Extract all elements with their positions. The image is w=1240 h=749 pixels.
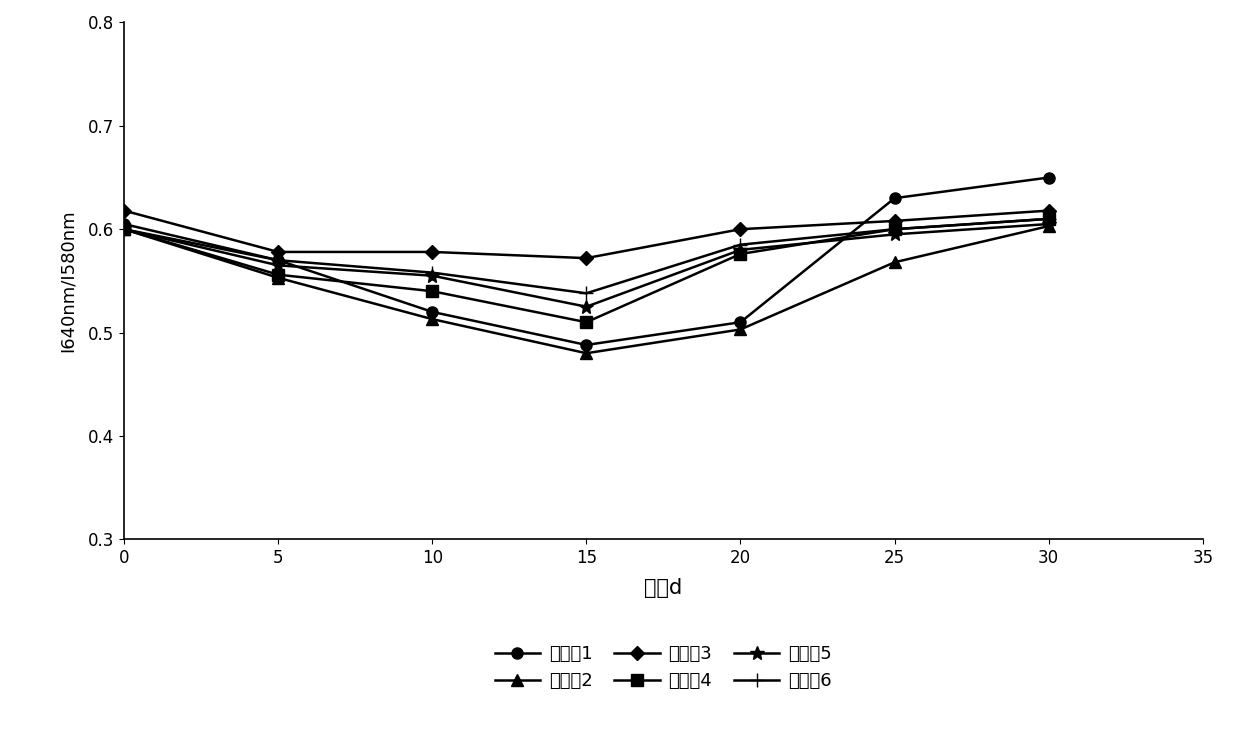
Line: 实施例4: 实施例4: [119, 213, 1054, 328]
实施例1: [733, 318, 748, 327]
实施例6: [270, 255, 285, 264]
实施例2: [733, 325, 748, 334]
实施例2: [425, 315, 440, 324]
实施例5: [579, 302, 594, 312]
实施例1: [117, 219, 131, 228]
实施例3: [270, 247, 285, 256]
实施例3: [579, 254, 594, 263]
Legend: 实施例1, 实施例2, 实施例3, 实施例4, 实施例5, 实施例6: 实施例1, 实施例2, 实施例3, 实施例4, 实施例5, 实施例6: [486, 636, 841, 700]
实施例3: [733, 225, 748, 234]
实施例5: [117, 225, 131, 234]
Line: 实施例5: 实施例5: [117, 217, 1055, 314]
实施例1: [1042, 173, 1056, 182]
实施例4: [117, 225, 131, 234]
实施例3: [425, 247, 440, 256]
实施例3: [117, 206, 131, 215]
实施例4: [579, 318, 594, 327]
实施例1: [425, 307, 440, 316]
实施例6: [887, 225, 901, 234]
实施例5: [425, 271, 440, 280]
实施例1: [887, 194, 901, 203]
实施例3: [887, 216, 901, 225]
实施例5: [733, 246, 748, 255]
实施例5: [1042, 219, 1056, 228]
X-axis label: 时间d: 时间d: [645, 578, 682, 598]
实施例4: [1042, 214, 1056, 223]
实施例5: [270, 261, 285, 270]
实施例4: [270, 270, 285, 279]
实施例3: [1042, 206, 1056, 215]
实施例5: [887, 230, 901, 239]
实施例2: [117, 225, 131, 234]
实施例6: [117, 225, 131, 234]
实施例6: [425, 268, 440, 277]
实施例4: [733, 249, 748, 258]
实施例2: [887, 258, 901, 267]
实施例2: [270, 273, 285, 282]
实施例4: [425, 287, 440, 296]
实施例1: [270, 255, 285, 264]
实施例2: [579, 349, 594, 358]
Line: 实施例6: 实施例6: [117, 212, 1055, 300]
Line: 实施例2: 实施例2: [119, 220, 1054, 359]
Y-axis label: I640nm/I580nm: I640nm/I580nm: [58, 210, 77, 352]
Line: 实施例1: 实施例1: [119, 172, 1054, 351]
实施例2: [1042, 222, 1056, 231]
实施例6: [579, 289, 594, 298]
实施例6: [1042, 214, 1056, 223]
实施例4: [887, 225, 901, 234]
实施例1: [579, 341, 594, 350]
Line: 实施例3: 实施例3: [119, 206, 1054, 263]
实施例6: [733, 240, 748, 249]
